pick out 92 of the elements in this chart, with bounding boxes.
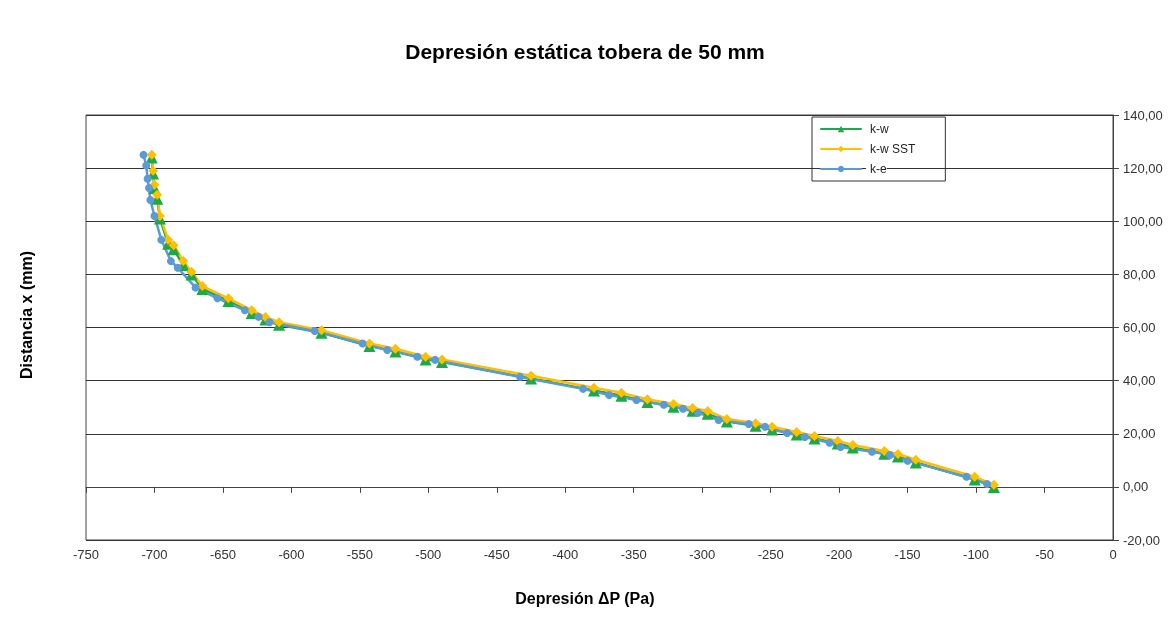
point [868,447,876,456]
chart-title: Depresión estática tobera de 50 mm [405,40,765,63]
y-tick-label: 60,00 [1123,320,1156,335]
x-tick-label: -100 [963,547,990,562]
point [420,351,431,362]
x-axis-title: Depresión ΔP (Pa) [515,589,655,607]
x-tick-label: -400 [552,547,579,562]
point [694,408,703,417]
point [437,354,448,365]
point [847,439,858,450]
point [146,196,155,204]
point [962,472,971,481]
point [761,422,770,431]
y-tick-label: 140,00 [1123,107,1163,123]
x-tick-label: -550 [346,547,373,562]
point [152,189,163,200]
x-tick-label: -200 [826,547,853,562]
x-tick-label: -350 [620,547,647,562]
x-tick-label: -500 [415,547,442,562]
point [390,343,401,354]
point [702,405,713,416]
point [254,312,263,321]
point [983,479,992,488]
x-tick-label: 0 [1109,547,1117,562]
y-tick-label: 40,00 [1123,373,1156,389]
point [579,384,588,393]
y-axis-title: Distancia x (mm) [17,250,35,380]
point [910,454,921,465]
legend-label: k-e [870,162,887,176]
point [679,404,688,413]
x-tick-label: -300 [689,547,716,562]
point [969,471,980,482]
point [358,339,367,348]
point [721,413,732,424]
point [150,211,159,220]
point [832,435,843,446]
x-tick-label: -700 [141,547,168,562]
y-tick-label: 20,00 [1123,426,1156,442]
legend-label: k-w SST [870,142,916,156]
point [148,165,159,176]
point [800,432,809,441]
point [589,382,600,393]
x-tick-label: -50 [1035,547,1054,562]
x-tick-label: -150 [894,547,921,562]
point [265,318,274,327]
point [166,257,175,266]
point [809,430,820,441]
point [213,294,222,303]
point [605,390,614,399]
y-tick-label: 80,00 [1123,266,1156,282]
point [310,326,319,335]
point [146,149,157,160]
point [143,174,152,183]
point [783,428,792,437]
point [668,399,679,409]
point [173,263,182,272]
point [836,443,845,452]
point [240,306,249,315]
y-tick-label: 100,00 [1123,213,1163,229]
point [885,451,894,459]
point [191,283,200,292]
point [632,396,641,405]
point [383,346,392,355]
point [186,266,197,277]
point [825,438,834,447]
point [616,387,627,398]
x-tick-label: -600 [278,547,305,562]
point [145,184,153,193]
point [157,235,166,244]
point [142,161,151,170]
legend-label: k-w [870,122,889,136]
point [903,456,912,465]
point [516,372,525,381]
point [431,355,440,364]
y-tick-label: 0,00 [1123,479,1149,495]
point [687,402,698,413]
x-tick-label: -650 [209,547,236,562]
y-tick-label: -20,00 [1123,532,1160,548]
point [791,426,802,437]
x-tick-label: -250 [757,547,784,562]
point [526,370,537,381]
point [744,419,753,428]
x-tick-label: -450 [483,547,510,562]
point [139,150,148,159]
point [413,352,422,361]
point [178,256,189,267]
x-tick-label: -750 [72,547,100,562]
point [168,240,179,251]
point [659,400,668,409]
y-tick-label: 120,00 [1123,160,1163,176]
point [893,448,904,459]
point [714,415,723,424]
